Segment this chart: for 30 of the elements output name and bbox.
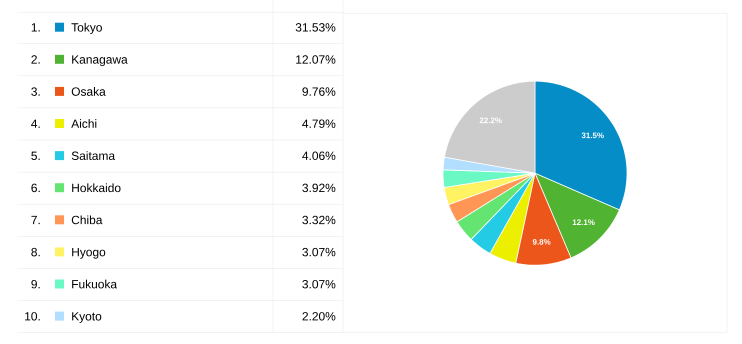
text: 3.32%: [302, 216, 336, 224]
legend-label: Saitama: [72, 151, 116, 160]
text: 8.: [31, 248, 40, 256]
text: 7.: [31, 216, 40, 224]
text: 4.: [31, 119, 40, 128]
text: 31.53%: [296, 23, 336, 32]
legend-label: Chiba: [72, 215, 102, 224]
legend-label: Hokkaido: [72, 183, 121, 192]
legend-label: Hyogo: [72, 248, 106, 259]
text: 2.20%: [302, 312, 336, 320]
text: 5.: [31, 152, 40, 160]
text: 3.07%: [302, 248, 336, 256]
text: 4.06%: [302, 151, 336, 160]
text: 2.: [31, 55, 40, 64]
legend-label: Tokyo: [71, 22, 102, 34]
text: 6.: [31, 184, 40, 192]
text: 3.: [31, 87, 40, 96]
legend-label: Kanagawa: [72, 55, 128, 66]
text: 9.76%: [302, 87, 336, 96]
legend-label: Fukuoka: [72, 280, 118, 288]
text: 3.07%: [302, 280, 336, 288]
text: 10.: [25, 312, 40, 320]
text: 9.: [31, 280, 40, 288]
text: 3.92%: [302, 184, 336, 192]
legend-label: Aichi: [71, 119, 96, 128]
text: 4.79%: [302, 119, 336, 128]
text: 1.: [32, 23, 40, 32]
text: 12.07%: [296, 55, 336, 64]
legend-label: Kyoto: [72, 312, 102, 323]
legend-label: Osaka: [72, 86, 106, 96]
